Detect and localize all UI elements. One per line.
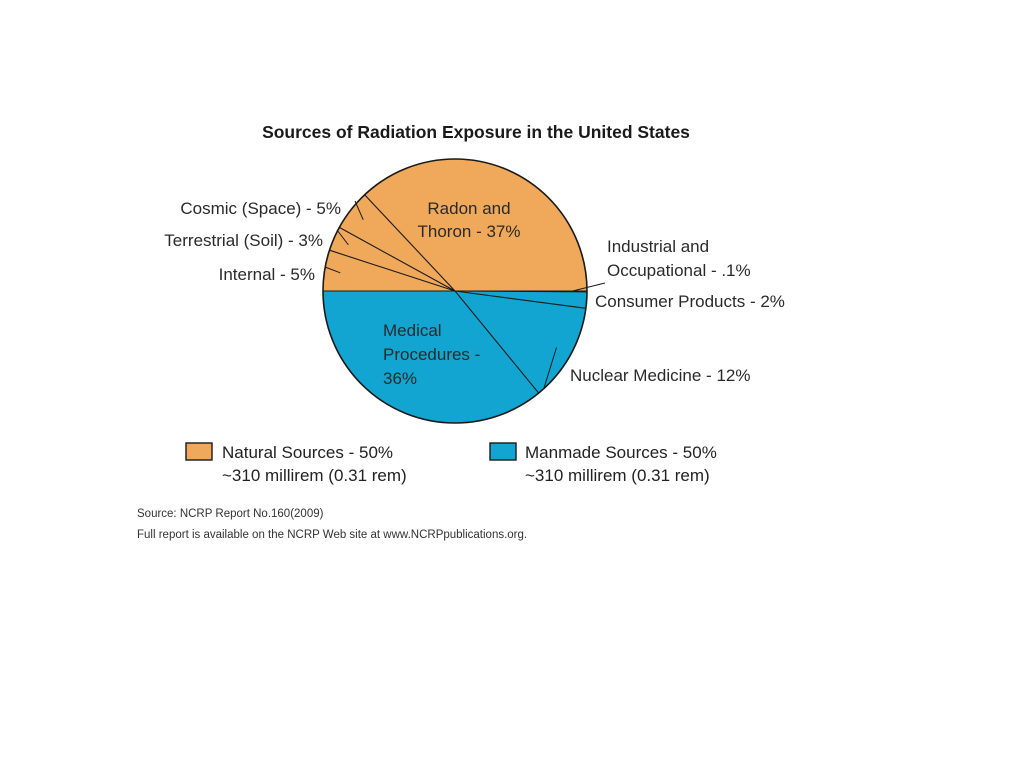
slice-label-0: Radon and Thoron - 37% — [418, 199, 521, 241]
legend-label-manmade-1: ~310 millirem (0.31 rem) — [525, 466, 710, 485]
pie-slice-4 — [323, 291, 539, 423]
leader-line-3 — [324, 266, 341, 274]
slice-divider-2 — [339, 226, 456, 292]
slice-label-3: Internal - 5% — [219, 265, 315, 284]
slice-divider-3 — [329, 249, 456, 292]
slice-divider-6 — [454, 290, 586, 309]
legend-label-natural-0: Natural Sources - 50% — [222, 443, 393, 462]
pie-outline — [322, 158, 588, 424]
legend: Natural Sources - 50% ~310 millirem (0.31… — [185, 442, 717, 485]
slice-label-6: Consumer Products - 2% — [595, 292, 785, 311]
leader-line-5 — [543, 347, 557, 389]
leader-line-7 — [571, 282, 606, 292]
slice-label-5: Nuclear Medicine - 12% — [570, 366, 750, 385]
legend-swatch-manmade — [489, 442, 517, 461]
slice-divider-5 — [454, 290, 540, 394]
source-url-note: Full report is available on the NCRP Web… — [137, 529, 527, 541]
slice-labels: Radon and Thoron - 37% Cosmic (Space) - 5%… — [164, 199, 785, 388]
slice-label-7: Industrial and Occupational - .1% — [607, 237, 751, 280]
leader-line-2 — [336, 229, 349, 246]
leader-lines — [324, 200, 606, 389]
pie-slice-1 — [339, 194, 455, 291]
source-note: Source: NCRP Report No.160(2009) — [137, 508, 324, 520]
legend-label-manmade-0: Manmade Sources - 50% — [525, 443, 717, 462]
pie-slice-0 — [364, 158, 587, 291]
slice-label-2: Terrestrial (Soil) - 3% — [164, 231, 323, 250]
slice-divider-7 — [454, 290, 588, 293]
leader-line-1 — [354, 200, 364, 221]
slice-label-4: Medical Procedures -36% — [383, 321, 480, 388]
chart-title: Sources of Radiation Exposure in the Uni… — [262, 122, 690, 142]
slice-divider-1 — [364, 194, 456, 292]
legend-label-natural-1: ~310 millirem (0.31 rem) — [222, 466, 407, 485]
pie-slice-5 — [455, 291, 586, 394]
slice-label-1: Cosmic (Space) - 5% — [180, 199, 341, 218]
pie-slice-2 — [329, 227, 455, 291]
pie-slices — [322, 158, 588, 424]
legend-swatch-natural — [185, 442, 213, 461]
